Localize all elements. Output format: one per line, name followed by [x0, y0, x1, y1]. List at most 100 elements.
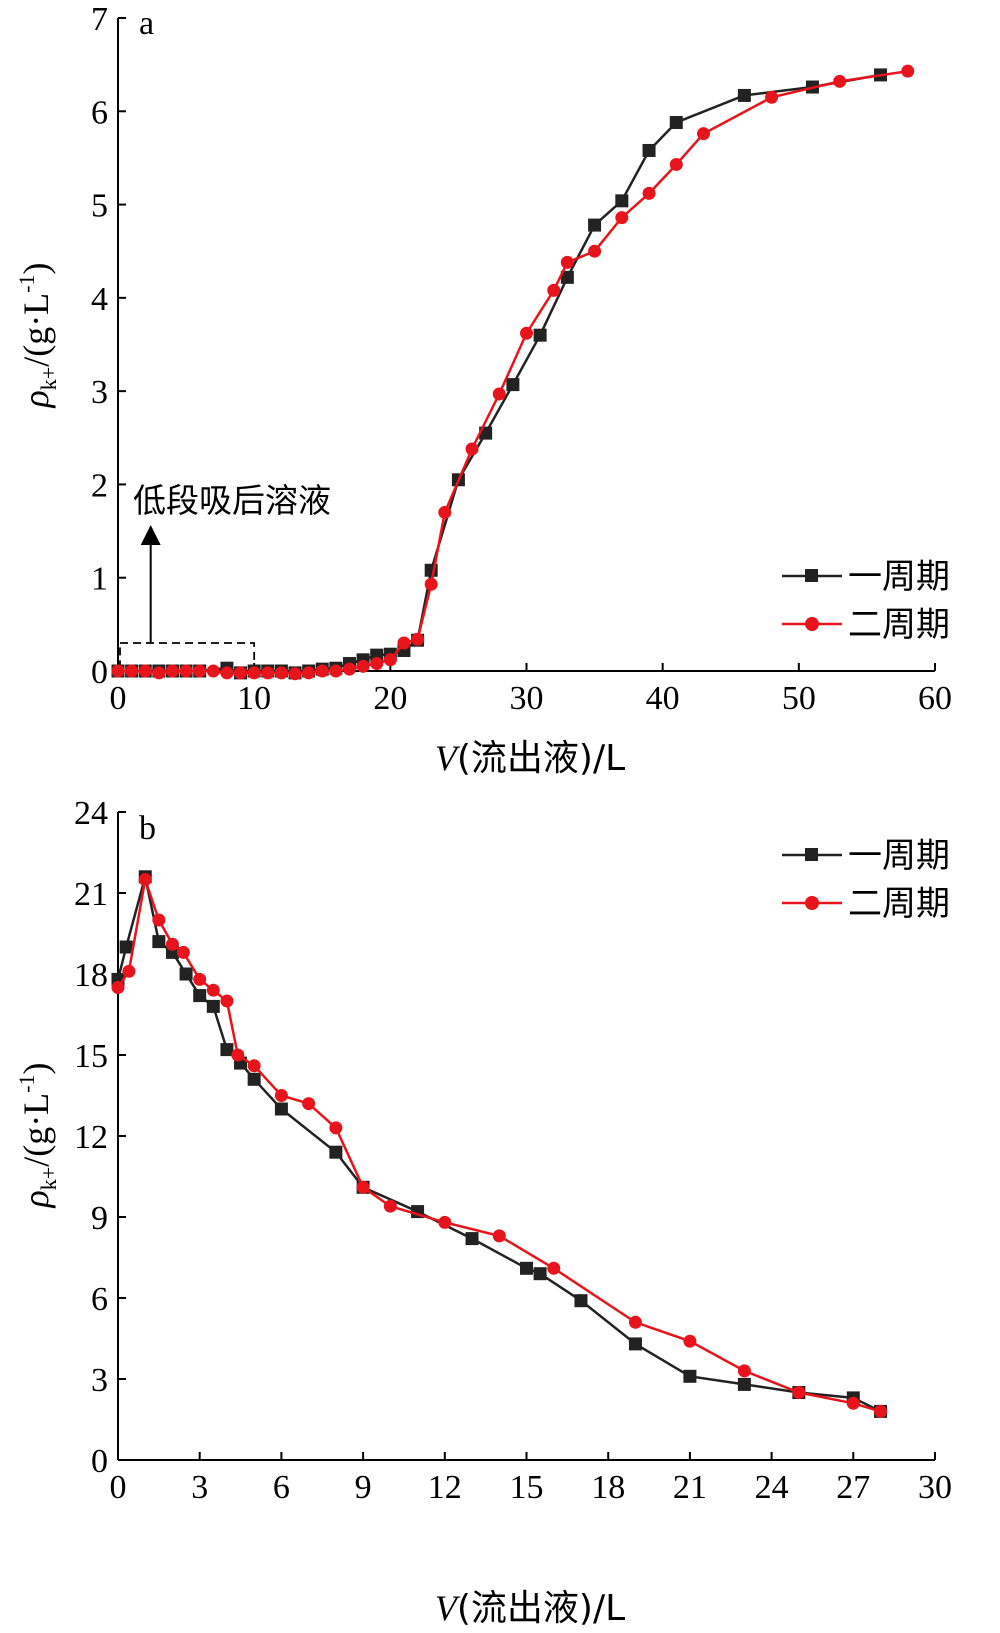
y-tick-label: 0	[91, 1443, 108, 1480]
data-point-cycle2	[765, 90, 779, 104]
data-point-cycle1	[683, 1369, 697, 1383]
data-point-cycle2	[874, 1404, 888, 1418]
panel-b-xlabel-unit: (流出液)/L	[457, 1588, 625, 1629]
data-point-cycle2	[628, 1315, 642, 1329]
y-tick-label: 2	[91, 467, 108, 504]
panel-b-xlabel: V(流出液)/L	[435, 1588, 625, 1629]
panel-a-xlabel: V(流出液)/L	[435, 738, 625, 779]
data-point-cycle2	[615, 211, 629, 225]
data-point-cycle2	[261, 666, 275, 680]
data-point-cycle1	[574, 1294, 588, 1308]
data-point-cycle1	[615, 194, 629, 208]
y-tick-label: 5	[91, 188, 108, 225]
data-point-cycle2	[302, 666, 316, 680]
data-point-cycle2	[247, 1059, 261, 1073]
data-point-cycle2	[737, 1364, 751, 1378]
series-line-1	[118, 73, 881, 675]
x-tick-label: 0	[110, 1469, 127, 1506]
data-point-cycle2	[438, 1215, 452, 1229]
panel-b-ylabel: ρk+/(g·L-1)	[14, 1063, 61, 1209]
data-point-cycle1	[506, 378, 520, 392]
y-tick-label: 9	[91, 1200, 108, 1237]
data-point-cycle2	[560, 255, 574, 269]
x-tick-label: 18	[591, 1469, 625, 1506]
data-point-cycle2	[302, 1097, 316, 1111]
data-point-cycle2	[520, 326, 533, 340]
data-point-cycle1	[533, 328, 547, 342]
data-point-cycle1	[560, 270, 574, 284]
x-tick-label: 9	[355, 1469, 372, 1506]
data-point-cycle2	[122, 964, 136, 978]
x-tick-label: 60	[918, 680, 952, 717]
data-point-cycle2	[176, 945, 190, 959]
panel-b-ylabel-rho: ρ	[16, 1190, 56, 1208]
panel-b-legend: 一周期 二周期	[782, 836, 950, 924]
panel-a-ylabel-sup: -1	[14, 275, 39, 293]
data-point-cycle2	[683, 1334, 697, 1348]
x-tick-label: 24	[755, 1469, 789, 1506]
panel-a-label: a	[139, 5, 154, 42]
data-point-cycle2	[288, 667, 302, 681]
x-tick-label: 30	[510, 680, 544, 717]
x-tick-label: 15	[510, 1469, 544, 1506]
y-tick-label: 6	[91, 94, 108, 131]
data-point-cycle2	[329, 1121, 343, 1135]
data-point-cycle2	[165, 937, 179, 951]
annotation-dashed-box	[119, 642, 256, 672]
data-point-cycle1	[152, 935, 166, 949]
panel-a-legend: 一周期 二周期	[782, 557, 950, 645]
data-point-cycle2	[901, 64, 915, 78]
data-point-cycle1	[465, 1232, 479, 1246]
x-tick-label: 12	[428, 1469, 462, 1506]
x-tick-label: 10	[237, 680, 271, 717]
y-tick-label: 1	[91, 561, 108, 598]
data-point-cycle2	[383, 653, 397, 667]
panel-a-annotation: 低段吸后溶液	[119, 481, 331, 672]
data-point-cycle2	[125, 664, 139, 678]
panel-a-ylabel-end: )	[16, 263, 56, 275]
x-tick-label: 0	[110, 680, 127, 717]
legend-a-cycle1-label: 一周期	[848, 557, 950, 597]
panel-a-ylabel-unit: /(g·L	[16, 293, 56, 367]
panel-a-ylabel-sub: k+	[36, 367, 61, 390]
data-point-cycle2	[274, 1089, 288, 1102]
legend-b-cycle1-label: 一周期	[848, 836, 950, 876]
legend-b-cycle2-label: 二周期	[848, 884, 950, 924]
y-tick-label: 15	[74, 1038, 108, 1075]
y-tick-label: 0	[91, 654, 108, 691]
data-point-cycle1	[642, 143, 656, 157]
data-point-cycle2	[356, 659, 370, 673]
data-point-cycle2	[220, 666, 234, 680]
data-point-cycle1	[179, 967, 193, 981]
data-point-cycle2	[329, 664, 343, 678]
legend-a-cycle1-marker	[805, 569, 818, 582]
data-point-cycle2	[669, 157, 683, 171]
data-point-cycle2	[438, 505, 452, 519]
data-point-cycle1	[588, 218, 602, 232]
data-point-cycle2	[165, 664, 179, 678]
data-point-cycle1	[274, 1102, 288, 1116]
data-point-cycle2	[411, 632, 425, 646]
data-point-cycle2	[231, 1048, 245, 1062]
x-tick-label: 6	[273, 1469, 290, 1506]
panel-a-plot: 0 10 20 30 40 50 60 0 1 2 3 4 5 6 7	[91, 1, 952, 717]
panel-a-ylabel: ρk+/(g·L-1)	[14, 263, 61, 409]
y-tick-label: 18	[74, 957, 108, 994]
data-point-cycle1	[533, 1267, 547, 1281]
annotation-text: 低段吸后溶液	[133, 481, 331, 520]
data-point-cycle1	[247, 1072, 261, 1086]
panel-b-label: b	[139, 810, 156, 847]
data-point-cycle2	[206, 983, 220, 997]
panel-b-ylabel-sup: -1	[14, 1075, 39, 1093]
panel-b-ylabel-unit: /(g·L	[16, 1093, 56, 1167]
x-tick-label: 3	[191, 1469, 208, 1506]
data-point-cycle2	[792, 1386, 806, 1399]
y-tick-label: 3	[91, 374, 108, 411]
data-point-cycle2	[138, 664, 152, 678]
data-point-cycle2	[193, 664, 207, 678]
panel-b-ylabel-end: )	[16, 1063, 56, 1075]
data-point-cycle1	[206, 999, 220, 1013]
data-point-cycle1	[193, 989, 207, 1003]
data-point-cycle2	[588, 244, 602, 258]
legend-b-cycle1-marker	[805, 848, 818, 861]
